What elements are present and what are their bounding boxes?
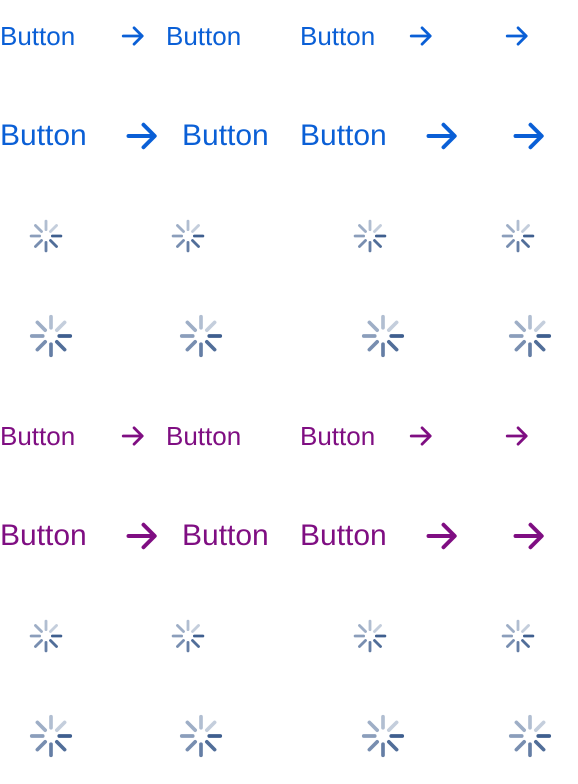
primary-button[interactable]: Button [182, 116, 269, 156]
loading-spinner-icon [508, 714, 552, 758]
secondary-button[interactable]: Button [0, 416, 75, 456]
arrow-right-icon [409, 26, 432, 46]
loading-spinner-icon [179, 714, 223, 758]
loading-spinner-icon [171, 219, 205, 253]
button-label: Button [300, 421, 376, 451]
secondary-button[interactable]: Button [0, 516, 87, 556]
loading-spinner-icon [501, 219, 535, 253]
loading-spinner-icon [508, 314, 552, 358]
primary-button[interactable]: Button [0, 116, 87, 156]
secondary-button[interactable]: Button [166, 416, 241, 456]
arrow-right-icon [126, 122, 157, 150]
button-label: Button [166, 21, 242, 51]
button-label: Button [182, 119, 269, 152]
loading-spinner-icon [29, 219, 63, 253]
button-label: Button [0, 519, 87, 552]
button-label: Button [300, 21, 376, 51]
loading-spinner-icon [179, 314, 223, 358]
arrow-right-icon [126, 522, 157, 550]
button-label: Button [300, 519, 387, 552]
arrow-right-icon [426, 122, 457, 150]
loading-spinner-icon [501, 619, 535, 653]
arrow-right-icon [426, 522, 457, 550]
loading-spinner-icon [29, 619, 63, 653]
loading-spinner-icon [29, 314, 73, 358]
primary-button[interactable]: Button [300, 116, 387, 156]
primary-button[interactable]: Button [300, 16, 375, 56]
primary-button[interactable]: Button [0, 16, 75, 56]
loading-spinner-icon [353, 619, 387, 653]
loading-spinner-icon [171, 619, 205, 653]
loading-spinner-icon [361, 314, 405, 358]
secondary-button[interactable]: Button [182, 516, 269, 556]
button-label: Button [0, 119, 87, 152]
arrow-right-icon [121, 426, 144, 446]
button-label: Button [166, 421, 242, 451]
secondary-button[interactable]: Button [300, 516, 387, 556]
arrow-right-icon [513, 122, 544, 150]
secondary-button[interactable]: Button [300, 416, 375, 456]
primary-button[interactable]: Button [166, 16, 241, 56]
button-label: Button [0, 21, 76, 51]
button-label: Button [300, 119, 387, 152]
arrow-right-icon [409, 426, 432, 446]
loading-spinner-icon [29, 714, 73, 758]
button-label: Button [0, 421, 76, 451]
arrow-right-icon [505, 26, 528, 46]
button-label: Button [182, 519, 269, 552]
loading-spinner-icon [353, 219, 387, 253]
arrow-right-icon [121, 26, 144, 46]
arrow-right-icon [513, 522, 544, 550]
loading-spinner-icon [361, 714, 405, 758]
arrow-right-icon [505, 426, 528, 446]
